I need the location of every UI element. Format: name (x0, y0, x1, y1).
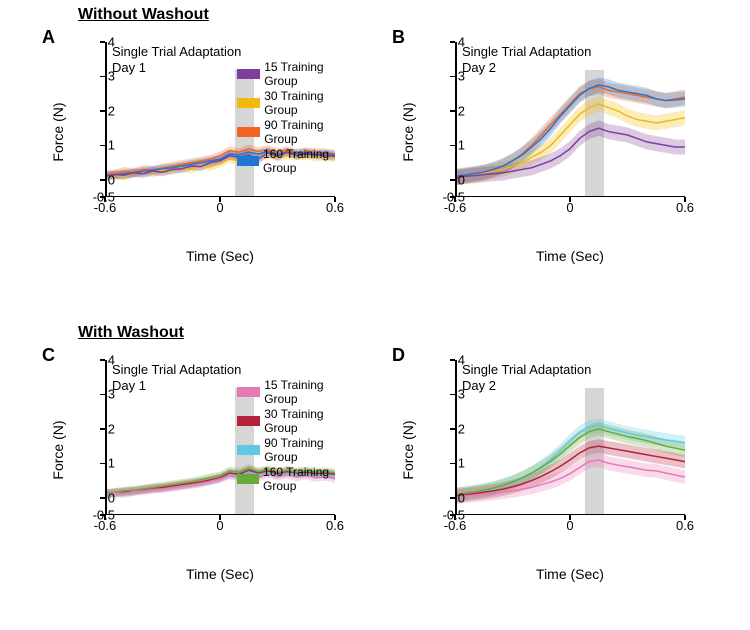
panel-subtitle-line1: Single Trial Adaptation (462, 44, 591, 60)
legend-A: 15 Training Group30 Training Group90 Tra… (237, 60, 350, 176)
x-tick-label: -0.6 (444, 200, 466, 215)
y-tick-label: 2 (85, 421, 115, 436)
legend-row: 90 Training Group (237, 436, 350, 464)
legend-swatch (237, 98, 260, 108)
y-tick-label: 0 (435, 172, 465, 187)
y-tick-label: 4 (435, 353, 465, 368)
legend-label: 30 Training Group (264, 89, 350, 117)
y-axis-label: Force (N) (400, 420, 416, 479)
y-axis-label: Force (N) (50, 102, 66, 161)
legend-label: 15 Training Group (264, 378, 350, 406)
x-tick-label: -0.6 (94, 518, 116, 533)
y-tick-label: 2 (435, 103, 465, 118)
legend-C: 15 Training Group30 Training Group90 Tra… (237, 378, 350, 494)
panel-D: D-0.501234-0.600.6Force (N)Time (Sec)Sin… (420, 350, 700, 550)
y-axis-label: Force (N) (50, 420, 66, 479)
panel-subtitle: Single Trial AdaptationDay 2 (462, 362, 591, 393)
x-tick-label: 0.6 (676, 200, 694, 215)
section-title-with-washout: With Washout (78, 324, 184, 342)
legend-row: 160 Training Group (237, 147, 350, 175)
legend-swatch (237, 445, 260, 455)
panel-A: A-0.501234-0.600.6Force (N)Time (Sec)Sin… (70, 32, 350, 232)
panel-C: C-0.501234-0.600.6Force (N)Time (Sec)Sin… (70, 350, 350, 550)
panel-subtitle-line1: Single Trial Adaptation (112, 362, 241, 378)
x-tick-label: -0.6 (94, 200, 116, 215)
y-tick-label: 0 (85, 490, 115, 505)
panel-letter-A: A (42, 27, 55, 48)
panel-B: B-0.501234-0.600.6Force (N)Time (Sec)Sin… (420, 32, 700, 232)
legend-swatch (237, 156, 259, 166)
panel-subtitle-line2: Day 1 (112, 378, 241, 394)
x-axis-label: Time (Sec) (186, 248, 254, 264)
legend-row: 15 Training Group (237, 60, 350, 88)
x-tick-label: 0.6 (326, 200, 344, 215)
legend-swatch (237, 416, 260, 426)
legend-label: 160 Training Group (263, 147, 350, 175)
panel-letter-B: B (392, 27, 405, 48)
legend-swatch (237, 387, 260, 397)
y-tick-label: 4 (435, 35, 465, 50)
legend-row: 160 Training Group (237, 465, 350, 493)
legend-swatch (237, 127, 260, 137)
y-tick-label: 4 (85, 353, 115, 368)
figure-root: Without Washout With Washout A-0.501234-… (0, 0, 750, 630)
legend-swatch (237, 69, 260, 79)
panel-letter-C: C (42, 345, 55, 366)
x-axis-label: Time (Sec) (186, 566, 254, 582)
legend-row: 90 Training Group (237, 118, 350, 146)
x-tick-label: 0.6 (676, 518, 694, 533)
y-tick-label: 1 (85, 456, 115, 471)
y-tick-label: 1 (435, 456, 465, 471)
legend-swatch (237, 474, 259, 484)
x-axis-label: Time (Sec) (536, 566, 604, 582)
legend-label: 90 Training Group (264, 118, 350, 146)
panel-subtitle-line1: Single Trial Adaptation (112, 44, 241, 60)
x-tick-label: -0.6 (444, 518, 466, 533)
legend-row: 15 Training Group (237, 378, 350, 406)
y-tick-label: 2 (435, 421, 465, 436)
legend-label: 30 Training Group (264, 407, 350, 435)
legend-label: 160 Training Group (263, 465, 350, 493)
x-tick-label: 0 (216, 200, 223, 215)
y-axis-label: Force (N) (400, 102, 416, 161)
x-axis-label: Time (Sec) (536, 248, 604, 264)
legend-row: 30 Training Group (237, 407, 350, 435)
panel-letter-D: D (392, 345, 405, 366)
legend-label: 90 Training Group (264, 436, 350, 464)
section-title-without-washout: Without Washout (78, 6, 209, 24)
panel-subtitle: Single Trial AdaptationDay 2 (462, 44, 591, 75)
x-tick-label: 0 (216, 518, 223, 533)
y-tick-label: 3 (435, 69, 465, 84)
y-tick-label: 0 (435, 490, 465, 505)
panel-subtitle-line2: Day 1 (112, 60, 241, 76)
y-tick-label: 2 (85, 103, 115, 118)
panel-subtitle-line2: Day 2 (462, 378, 591, 394)
panel-subtitle-line1: Single Trial Adaptation (462, 362, 591, 378)
panel-subtitle: Single Trial AdaptationDay 1 (112, 44, 241, 75)
y-tick-label: 4 (85, 35, 115, 50)
x-tick-label: 0 (566, 518, 573, 533)
y-tick-label: 1 (435, 138, 465, 153)
x-tick-label: 0 (566, 200, 573, 215)
y-tick-label: 3 (435, 387, 465, 402)
legend-label: 15 Training Group (264, 60, 350, 88)
panel-subtitle-line2: Day 2 (462, 60, 591, 76)
legend-row: 30 Training Group (237, 89, 350, 117)
panel-subtitle: Single Trial AdaptationDay 1 (112, 362, 241, 393)
y-tick-label: 3 (85, 69, 115, 84)
y-tick-label: 3 (85, 387, 115, 402)
x-tick-label: 0.6 (326, 518, 344, 533)
y-tick-label: 0 (85, 172, 115, 187)
y-tick-label: 1 (85, 138, 115, 153)
